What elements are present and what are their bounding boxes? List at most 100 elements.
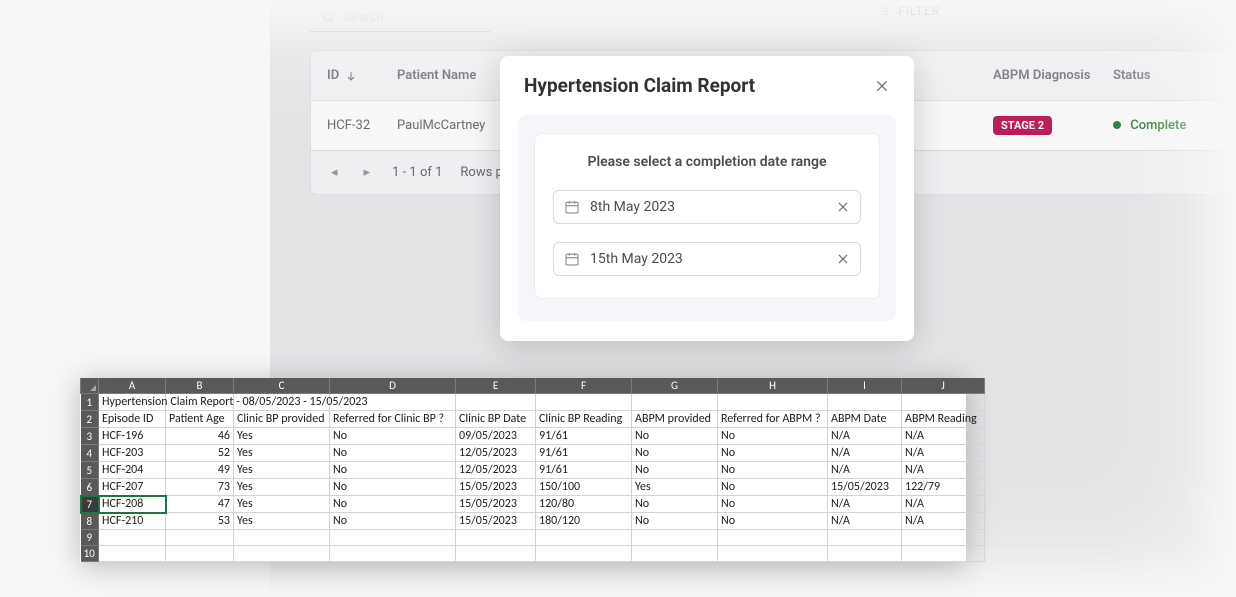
cell[interactable] xyxy=(718,394,828,411)
cell[interactable]: N/A xyxy=(902,462,985,479)
date-from-clear[interactable] xyxy=(836,200,850,214)
cell[interactable]: No xyxy=(718,428,828,445)
cell[interactable] xyxy=(536,546,632,562)
cell[interactable]: N/A xyxy=(828,513,902,530)
sheet-col-B[interactable]: B xyxy=(166,378,234,394)
cell[interactable] xyxy=(166,530,234,546)
cell[interactable]: 46 xyxy=(166,428,234,445)
cell[interactable]: Yes xyxy=(234,496,330,513)
cell[interactable]: ABPM Reading xyxy=(902,411,985,428)
cell[interactable] xyxy=(456,546,536,562)
cell[interactable]: Patient Age xyxy=(166,411,234,428)
sheet-row-9[interactable]: 9 xyxy=(81,530,99,546)
spreadsheet-table[interactable]: ABCDEFGHIJ 1Hypertension Claim Report - … xyxy=(80,378,985,562)
cell[interactable] xyxy=(828,394,902,411)
cell[interactable]: HCF-208 xyxy=(99,496,166,513)
cell[interactable]: HCF-203 xyxy=(99,445,166,462)
cell[interactable]: 53 xyxy=(166,513,234,530)
cell[interactable]: Yes xyxy=(234,445,330,462)
sheet-row-5[interactable]: 5 xyxy=(81,462,99,479)
cell[interactable] xyxy=(536,530,632,546)
sheet-col-C[interactable]: C xyxy=(234,378,330,394)
cell[interactable]: HCF-207 xyxy=(99,479,166,496)
cell[interactable] xyxy=(902,530,985,546)
modal-close-button[interactable] xyxy=(874,78,890,94)
cell[interactable]: Clinic BP Reading xyxy=(536,411,632,428)
cell[interactable]: No xyxy=(632,428,718,445)
cell[interactable]: No xyxy=(718,513,828,530)
cell[interactable]: HCF-204 xyxy=(99,462,166,479)
cell[interactable]: No xyxy=(330,479,456,496)
cell[interactable]: No xyxy=(632,462,718,479)
cell[interactable]: No xyxy=(718,496,828,513)
cell[interactable]: No xyxy=(718,462,828,479)
cell[interactable]: 12/05/2023 xyxy=(456,462,536,479)
cell[interactable] xyxy=(330,546,456,562)
cell[interactable]: HCF-210 xyxy=(99,513,166,530)
cell[interactable]: 49 xyxy=(166,462,234,479)
cell[interactable]: Yes xyxy=(234,479,330,496)
cell[interactable] xyxy=(828,546,902,562)
sheet-row-2[interactable]: 2 xyxy=(81,411,99,428)
cell[interactable]: 15/05/2023 xyxy=(456,479,536,496)
cell[interactable]: No xyxy=(632,496,718,513)
cell[interactable]: 122/79 xyxy=(902,479,985,496)
cell[interactable]: N/A xyxy=(902,513,985,530)
cell[interactable]: N/A xyxy=(902,445,985,462)
cell[interactable]: Episode ID xyxy=(99,411,166,428)
cell[interactable] xyxy=(632,394,718,411)
sheet-col-A[interactable]: A xyxy=(99,378,166,394)
cell[interactable]: ABPM Date xyxy=(828,411,902,428)
cell[interactable]: No xyxy=(718,445,828,462)
cell[interactable]: N/A xyxy=(902,428,985,445)
cell[interactable] xyxy=(632,530,718,546)
cell[interactable]: No xyxy=(330,513,456,530)
cell[interactable]: 15/05/2023 xyxy=(828,479,902,496)
search-input[interactable]: Search xyxy=(310,4,490,32)
cell[interactable] xyxy=(902,546,985,562)
sheet-col-E[interactable]: E xyxy=(456,378,536,394)
cell[interactable]: 91/61 xyxy=(536,428,632,445)
cell[interactable] xyxy=(99,546,166,562)
cell[interactable]: N/A xyxy=(902,496,985,513)
cell[interactable]: ABPM provided xyxy=(632,411,718,428)
sheet-col-G[interactable]: G xyxy=(632,378,718,394)
cell[interactable]: Referred for ABPM ? xyxy=(718,411,828,428)
cell[interactable]: No xyxy=(632,445,718,462)
col-status[interactable]: Status xyxy=(1113,68,1233,83)
sheet-row-8[interactable]: 8 xyxy=(81,513,99,530)
cell[interactable]: 91/61 xyxy=(536,462,632,479)
cell[interactable]: 15/05/2023 xyxy=(456,496,536,513)
cell[interactable]: 150/100 xyxy=(536,479,632,496)
pager-prev[interactable]: ◂ xyxy=(327,165,342,180)
sheet-col-D[interactable]: D xyxy=(330,378,456,394)
cell[interactable]: Yes xyxy=(234,428,330,445)
cell[interactable] xyxy=(456,394,536,411)
cell[interactable]: Clinic BP Date xyxy=(456,411,536,428)
cell[interactable] xyxy=(166,546,234,562)
cell[interactable]: Yes xyxy=(234,513,330,530)
cell[interactable]: N/A xyxy=(828,445,902,462)
cell[interactable]: HCF-196 xyxy=(99,428,166,445)
cell[interactable]: 73 xyxy=(166,479,234,496)
filter-button[interactable]: FILTER xyxy=(880,4,940,18)
sheet-col-H[interactable]: H xyxy=(718,378,828,394)
cell[interactable] xyxy=(902,394,985,411)
sheet-row-10[interactable]: 10 xyxy=(81,546,99,562)
cell[interactable]: 180/120 xyxy=(536,513,632,530)
cell[interactable] xyxy=(99,530,166,546)
cell[interactable]: Clinic BP provided xyxy=(234,411,330,428)
sheet-row-4[interactable]: 4 xyxy=(81,445,99,462)
cell[interactable]: 15/05/2023 xyxy=(456,513,536,530)
cell[interactable]: 120/80 xyxy=(536,496,632,513)
cell[interactable]: N/A xyxy=(828,428,902,445)
cell[interactable]: 12/05/2023 xyxy=(456,445,536,462)
cell[interactable]: N/A xyxy=(828,462,902,479)
cell[interactable]: 47 xyxy=(166,496,234,513)
cell[interactable]: No xyxy=(330,462,456,479)
cell[interactable] xyxy=(718,546,828,562)
cell[interactable]: 52 xyxy=(166,445,234,462)
cell[interactable]: No xyxy=(330,496,456,513)
cell[interactable]: 91/61 xyxy=(536,445,632,462)
cell[interactable]: Yes xyxy=(632,479,718,496)
